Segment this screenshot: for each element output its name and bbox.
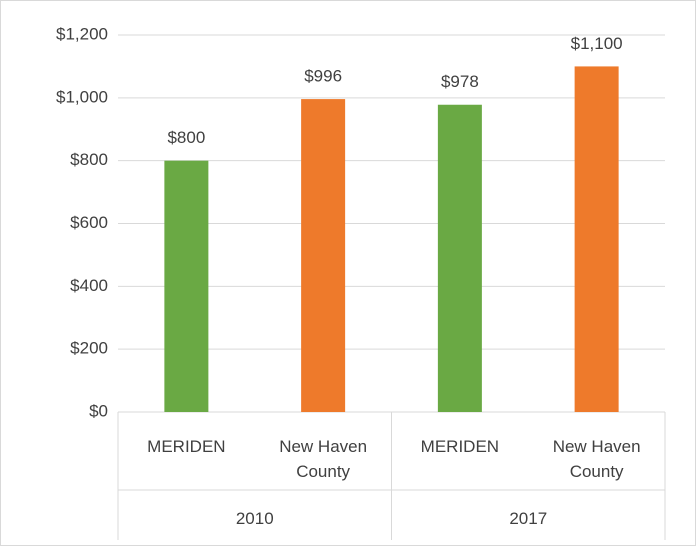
category-label: MERIDEN — [420, 437, 500, 456]
y-tick-label: $400 — [70, 276, 108, 295]
category-label: New Haven County — [279, 437, 368, 481]
data-label: $978 — [441, 72, 479, 91]
data-label: $996 — [304, 67, 342, 86]
bar — [437, 104, 482, 413]
group-label: 2017 — [509, 509, 548, 528]
category-label: New Haven County — [552, 437, 641, 481]
y-tick-label: $800 — [70, 150, 108, 169]
bar — [301, 99, 346, 412]
y-tick-label: $1,000 — [56, 87, 108, 106]
group-label: 2010 — [235, 509, 274, 528]
data-label: $1,100 — [571, 34, 623, 53]
data-label: $800 — [167, 128, 205, 147]
y-tick-label: $0 — [89, 401, 108, 420]
y-tick-label: $1,200 — [56, 24, 108, 43]
y-tick-label: $600 — [70, 213, 108, 232]
y-tick-label: $200 — [70, 339, 108, 358]
bar — [164, 160, 209, 412]
bar — [574, 66, 619, 413]
category-label: MERIDEN — [147, 437, 226, 456]
